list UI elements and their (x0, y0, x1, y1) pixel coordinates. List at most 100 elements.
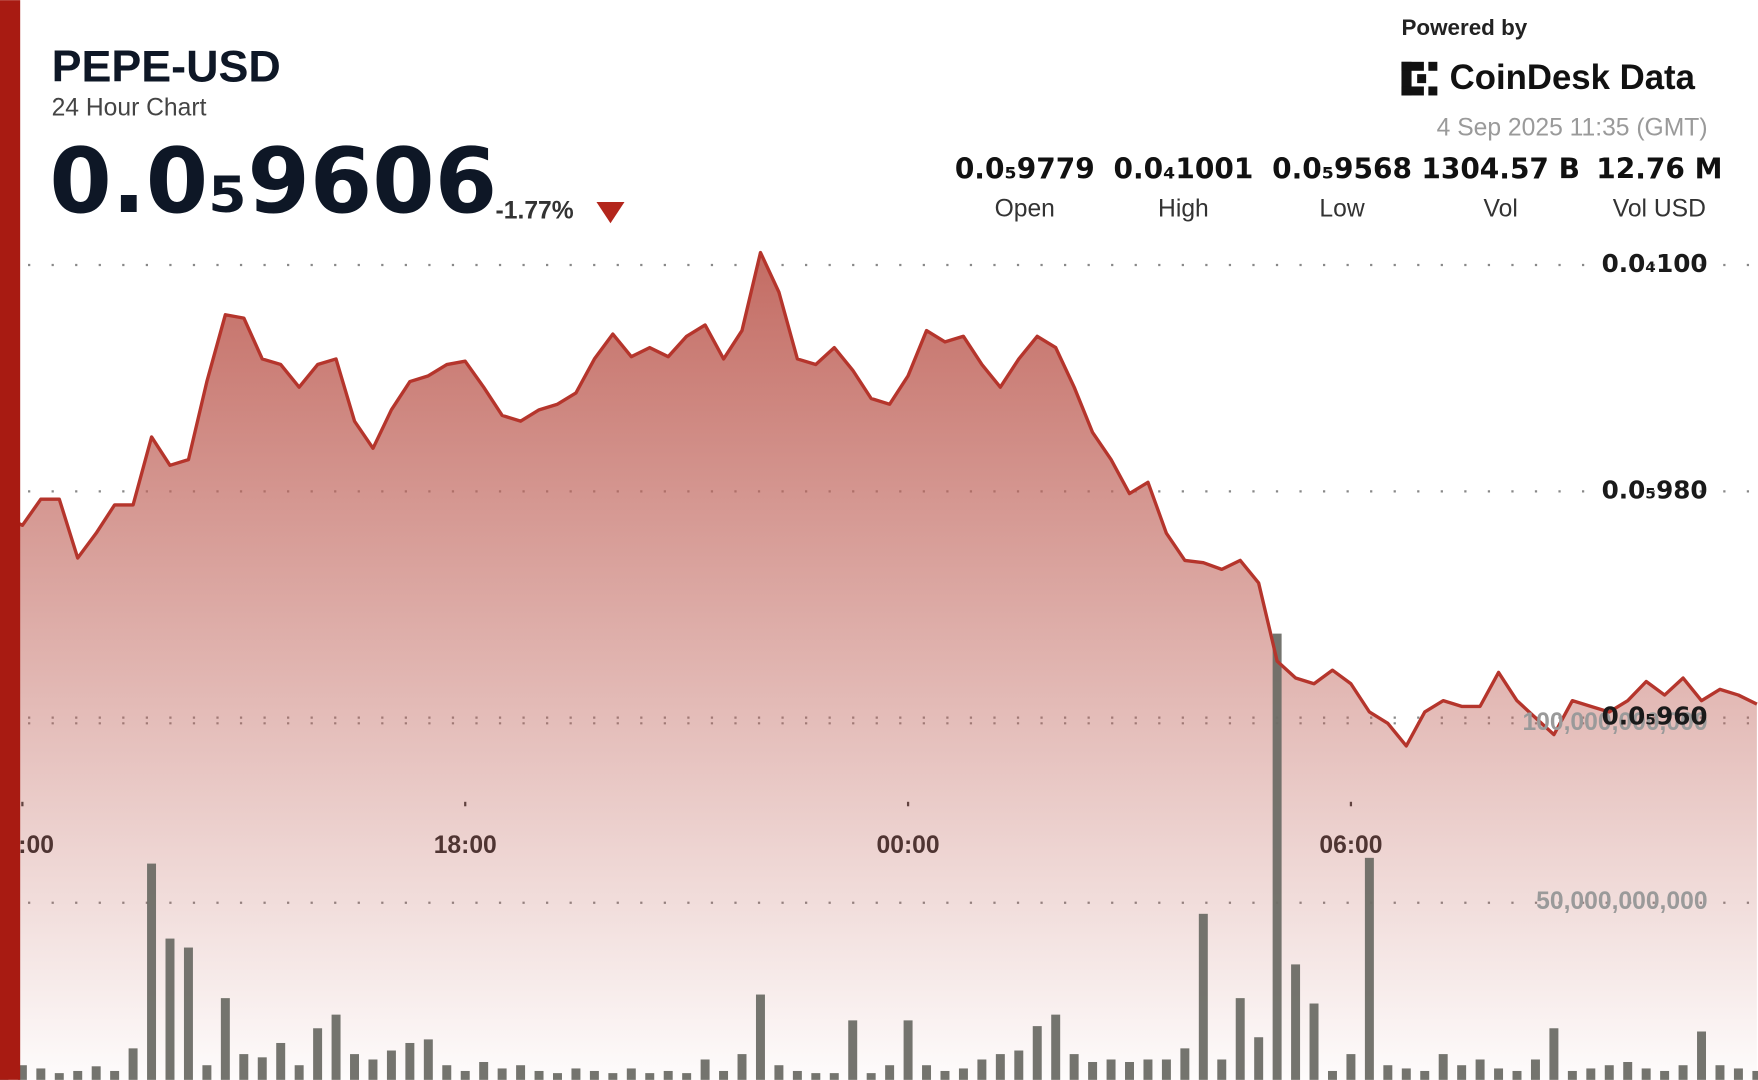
volume-bar (940, 1070, 950, 1080)
volume-bar (1051, 1014, 1061, 1080)
volume-bar (848, 1020, 858, 1080)
volume-bar (1198, 913, 1208, 1080)
accent-bar (0, 0, 21, 1080)
price-change: -1.77% (496, 198, 574, 225)
volume-bar (553, 1073, 562, 1080)
chart-subtitle: 24 Hour Chart (52, 94, 207, 121)
volume-bar (1272, 633, 1282, 1080)
stat-value: 0.0₄1001 (1113, 153, 1253, 186)
volume-bar (1586, 1068, 1596, 1080)
volume-bar (17, 1065, 27, 1080)
volume-bar (792, 1070, 802, 1080)
volume-bar (995, 1054, 1005, 1080)
volume-bar (1604, 1065, 1614, 1080)
volume-bar (1309, 1003, 1319, 1080)
volume-bar (423, 1039, 433, 1080)
volume-bar (1420, 1070, 1430, 1080)
stats: 0.0₅9779 Open 0.0₄1001 High 0.0₅9568 Low 1304.… (955, 153, 1723, 223)
y-tick-label: 0.0₅980 (1602, 475, 1708, 504)
brand-logo (1401, 61, 1438, 96)
volume-bar (1697, 1031, 1707, 1080)
volume-bar (1530, 1059, 1540, 1080)
volume-bar (1217, 1059, 1227, 1080)
volume-bar (1088, 1061, 1098, 1080)
stat-label: Vol (1484, 195, 1518, 222)
stat-label: Vol USD (1613, 195, 1706, 222)
volume-bar (977, 1059, 987, 1080)
volume-bar (1475, 1059, 1485, 1080)
volume-bar (1291, 964, 1301, 1080)
volume-bar (719, 1070, 729, 1080)
current-price: 0.0₅9606 (49, 130, 497, 234)
y2-tick-label: 100,000,000,000 (1522, 709, 1707, 736)
volume-bar (257, 1057, 267, 1080)
volume-bar (922, 1065, 932, 1080)
volume-bar (1623, 1061, 1633, 1080)
volume-bar (1733, 1068, 1743, 1080)
volume-bar (165, 938, 175, 1080)
volume-bar (202, 1065, 212, 1080)
volume-bar (866, 1073, 876, 1080)
volume-bar (1641, 1068, 1651, 1080)
volume-bar (1161, 1059, 1171, 1080)
volume-bar (516, 1065, 526, 1080)
volume-bar (1069, 1054, 1079, 1080)
volume-bar (1180, 1048, 1190, 1080)
plot-area: 12:0018:0000:0006:00100,000,000,00050,00… (0, 249, 1758, 1080)
stat-label: Low (1319, 195, 1364, 222)
stat-value: 12.76 M (1596, 153, 1722, 186)
volume-bar (903, 1020, 913, 1080)
volume-bar (1106, 1059, 1116, 1080)
y2-tick-label: 50,000,000,000 (1536, 888, 1707, 915)
powered-by: Powered by (1401, 15, 1527, 40)
volume-bar (91, 1066, 101, 1080)
volume-bar (1715, 1065, 1725, 1080)
volume-bar (737, 1054, 747, 1080)
volume-bar (36, 1068, 46, 1080)
volume-bar (755, 994, 765, 1080)
down-arrow (596, 201, 625, 224)
volume-bar (54, 1073, 64, 1080)
volume-bar (589, 1070, 599, 1080)
volume-bar (497, 1068, 507, 1080)
volume-bar (147, 863, 157, 1080)
volume-bar (1457, 1065, 1467, 1080)
volume-bar (608, 1073, 618, 1080)
volume-bar (1678, 1065, 1688, 1080)
volume-bar (1494, 1068, 1504, 1080)
volume-bar (1235, 998, 1245, 1080)
volume-bar (460, 1070, 470, 1080)
volume-bar (73, 1070, 83, 1080)
volume-bar (442, 1065, 452, 1080)
stat-value: 0.0₅9568 (1272, 153, 1412, 186)
volume-bar (276, 1042, 286, 1080)
price-line (3, 250, 1758, 748)
y-tick-label: 0.0₅960 (1602, 702, 1708, 731)
volume-bar (183, 947, 193, 1080)
volume-bar (1032, 1026, 1042, 1080)
volume-bar (1660, 1070, 1670, 1080)
volume-bar (386, 1050, 396, 1080)
stat-label: Open (995, 195, 1055, 222)
stat-label: High (1158, 195, 1209, 222)
y-tick-label: 0.0₄100 (1602, 249, 1708, 278)
volume-bar (811, 1073, 821, 1080)
volume-bar (534, 1070, 544, 1080)
volume-bar (368, 1059, 378, 1080)
volume-bar (110, 1070, 120, 1080)
volume-bar (1383, 1065, 1393, 1080)
volume-bar (479, 1061, 489, 1080)
stat-value: 0.0₅9779 (955, 153, 1095, 186)
volume-bar (626, 1068, 636, 1080)
timestamp: 4 Sep 2025 11:35 (GMT) (1437, 115, 1708, 142)
volume-bar (1752, 1070, 1758, 1080)
volume-bar (1125, 1061, 1134, 1080)
volume-bar (700, 1059, 710, 1080)
volume-bar (663, 1070, 673, 1080)
volume-bar (128, 1048, 138, 1080)
volume-bar (1438, 1054, 1448, 1080)
volume-bar (645, 1073, 655, 1080)
volume-bar (774, 1065, 784, 1080)
